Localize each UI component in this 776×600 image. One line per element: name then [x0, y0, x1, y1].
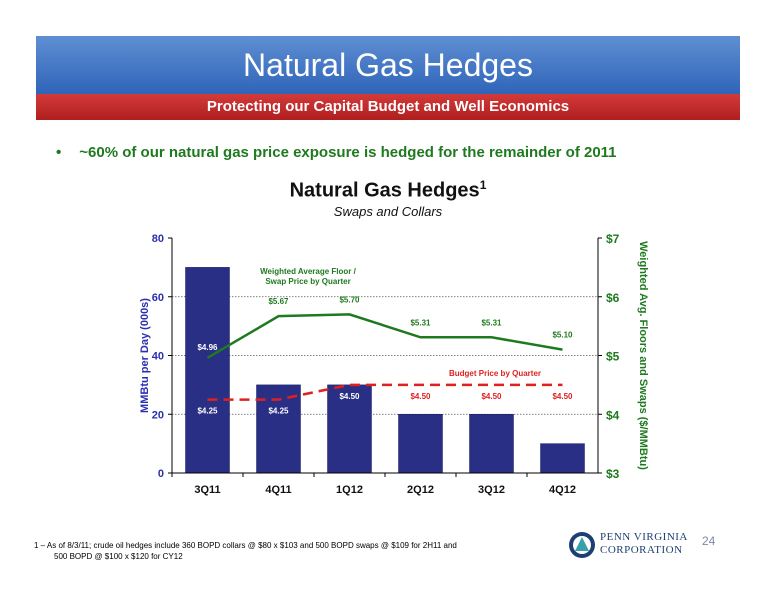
budget-line-legend: Budget Price by Quarter: [449, 369, 541, 378]
footnote-line-2: 500 BOPD @ $100 x $120 for CY12: [54, 552, 183, 561]
floor-price-label: $5.31: [481, 318, 502, 327]
bar: [185, 267, 230, 474]
chart-title-text: Natural Gas Hedges: [289, 179, 480, 202]
budget-price-label: $4.50: [339, 392, 360, 401]
left-tick-label: 0: [158, 468, 164, 480]
x-tick-label: 3Q12: [478, 484, 505, 496]
budget-price-label: $4.25: [197, 407, 218, 416]
company-name-line-2: CORPORATION: [600, 544, 683, 556]
floor-line-legend: Weighted Average Floor /: [260, 267, 356, 276]
right-tick-label: $7: [606, 232, 620, 246]
floor-price-label: $4.96: [197, 343, 218, 352]
x-tick-label: 3Q11: [194, 484, 220, 496]
x-tick-label: 4Q12: [549, 484, 576, 496]
y2-axis-title: Weighted Avg. Floors and Swaps ($/MMBtu): [637, 241, 649, 470]
bar: [398, 414, 443, 474]
budget-price-label: $4.50: [410, 392, 431, 401]
bullet-text: ~60% of our natural gas price exposure i…: [79, 144, 617, 161]
floor-price-label: $5.10: [552, 331, 573, 340]
footnote: 1 – As of 8/3/11; crude oil hedges inclu…: [34, 540, 494, 562]
chart-subtitle: Swaps and Collars: [333, 204, 443, 219]
company-name: PENN VIRGINIA CORPORATION: [600, 531, 688, 557]
budget-price-label: $4.25: [268, 407, 289, 416]
y-axis-title: MMBtu per Day (000s): [139, 298, 151, 413]
floor-price-label: $5.67: [268, 297, 289, 306]
chart-title-superscript: 1: [479, 178, 487, 192]
footnote-line-1: 1 – As of 8/3/11; crude oil hedges inclu…: [34, 541, 457, 550]
x-tick-label: 2Q12: [407, 484, 434, 496]
budget-price-line: [207, 383, 563, 401]
x-tick-label: 4Q11: [265, 484, 291, 496]
floor-swap-price-line: [206, 313, 563, 359]
left-tick-label: 60: [152, 292, 164, 304]
budget-price-label: $4.50: [481, 392, 502, 401]
floor-line-legend: Swap Price by Quarter: [265, 277, 350, 286]
left-tick-label: 40: [152, 351, 164, 363]
bar: [256, 384, 301, 474]
bar: [327, 384, 372, 474]
x-tick-label: 1Q12: [336, 484, 363, 496]
bullet-point: • ~60% of our natural gas price exposure …: [56, 144, 617, 161]
floor-price-label: $5.70: [339, 295, 360, 304]
bar: [469, 414, 514, 474]
slide-subtitle: Protecting our Capital Budget and Well E…: [36, 94, 740, 120]
chart-title: Natural Gas Hedges1: [0, 178, 776, 203]
right-tick-label: $4: [606, 408, 620, 422]
left-tick-label: 20: [152, 409, 164, 421]
bullet-icon: •: [56, 144, 62, 161]
left-tick-label: 80: [152, 233, 164, 245]
company-name-line-1: PENN VIRGINIA: [600, 531, 688, 543]
floor-price-label: $5.31: [410, 318, 431, 327]
page-number: 24: [702, 534, 716, 548]
company-logo: [569, 532, 595, 558]
bar: [540, 443, 585, 474]
right-tick-label: $5: [606, 350, 620, 364]
right-tick-label: $3: [606, 467, 620, 481]
right-tick-label: $6: [606, 291, 620, 305]
slide-title: Natural Gas Hedges: [36, 36, 740, 94]
budget-price-label: $4.50: [552, 392, 573, 401]
